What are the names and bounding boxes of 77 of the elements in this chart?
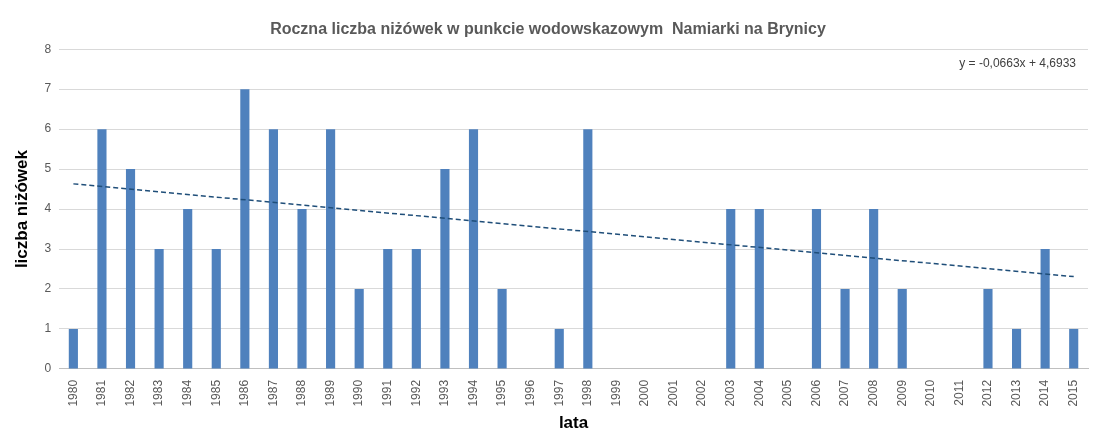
x-tick-label: 2001 [665,379,680,407]
x-tick-label: 2007 [837,379,852,407]
x-axis-title: lata [558,413,589,433]
x-tick-label: 1988 [294,379,309,407]
bar [583,129,593,369]
bar [554,328,564,369]
x-tick-label: 1989 [322,379,337,407]
bar [326,129,336,369]
bar [125,169,136,369]
bar [268,129,279,369]
bar [869,209,879,369]
x-tick-label: 2003 [723,379,738,407]
y-tick-label: 3 [44,241,52,256]
x-tick-label: 1992 [408,379,423,407]
bar [68,328,78,369]
bar [411,249,421,369]
bar [211,249,221,369]
x-tick-label: 2014 [1037,379,1052,407]
y-tick-label: 0 [44,361,52,376]
y-tick-label: 8 [44,41,52,56]
annotation: y = -0,0663x + 4,6933 [959,55,1077,70]
y-tick-label: 6 [44,121,52,136]
x-tick-label: 2009 [894,379,909,407]
bar [240,89,250,369]
x-tick-label: 1991 [380,379,395,407]
bar [754,209,764,369]
bar [154,249,164,369]
bar [468,129,479,369]
x-tick-label: 2013 [1008,379,1023,407]
x-tick-label: 1983 [151,379,166,407]
bar [297,209,307,369]
x-tick-label: 1997 [551,379,566,407]
y-tick-label: 2 [44,281,52,296]
x-tick-label: 1985 [208,379,223,407]
x-tick-label: 1987 [265,379,280,407]
bar [183,209,193,369]
x-tick-label: 1994 [465,379,480,407]
x-tick-label: 1984 [180,379,194,407]
x-tick-label: 1996 [522,379,537,407]
bar [383,249,393,369]
bar [497,288,507,369]
bar [1011,328,1022,369]
x-tick-label: 1980 [65,379,80,407]
x-tick-label: 1986 [237,379,252,407]
bar [1069,328,1079,369]
y-tick-label: 7 [44,81,52,96]
bar [97,129,107,369]
chart-title: Roczna liczba niżówek w punkcie wodowskazowym Namiarki na Brynicy [270,20,826,38]
x-tick-label: 1999 [608,379,623,407]
x-tick-label: 2011 [951,379,966,406]
x-tick-label: 2008 [865,379,880,407]
x-tick-label: 1990 [351,379,366,407]
bar [354,288,364,369]
x-tick-label: 2000 [637,379,652,407]
bar [983,288,993,369]
x-tick-label: 1998 [580,379,595,407]
x-tick-label: 2002 [694,379,709,407]
bar [897,288,907,369]
x-tick-label: 2006 [808,379,823,407]
x-tick-label: 2004 [751,379,766,407]
x-tick-label: 1995 [494,379,509,407]
x-tick-label: 1981 [94,379,109,407]
y-tick-label: 1 [44,321,52,336]
x-tick-label: 2012 [980,379,995,407]
bar [840,288,850,369]
bar [1040,249,1050,369]
y-axis-title: liczba niżówek [11,149,31,269]
y-tick-label: 5 [44,161,52,176]
x-tick-label: 1982 [122,379,137,407]
x-tick-label: 2010 [923,379,938,407]
y-tick-label: 4 [44,201,52,216]
bar [440,169,450,369]
x-tick-label: 1993 [437,379,452,407]
x-tick-label: 2005 [780,379,795,407]
bar [726,209,736,369]
bar [811,209,822,369]
x-tick-label: 2015 [1066,379,1081,407]
